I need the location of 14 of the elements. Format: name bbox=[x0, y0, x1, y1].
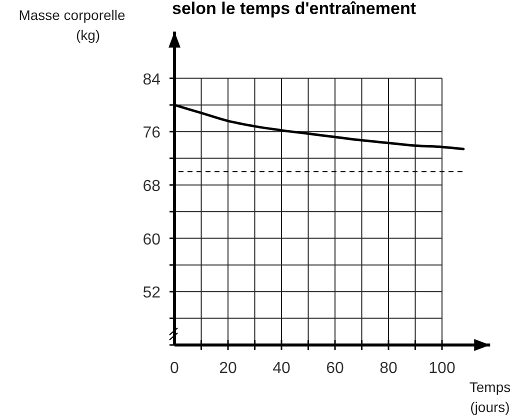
y-tick-label: 52 bbox=[142, 284, 161, 302]
y-tick-label: 68 bbox=[142, 178, 161, 195]
x-tick-label: 100 bbox=[428, 360, 456, 377]
y-tick-label: 76 bbox=[142, 124, 161, 142]
x-tick-label: 0 bbox=[170, 360, 180, 377]
y-tick-label: 84 bbox=[142, 71, 161, 88]
x-tick-label: 40 bbox=[272, 360, 290, 377]
x-tick-label: 80 bbox=[380, 360, 398, 377]
x-tick-label: 60 bbox=[326, 360, 344, 377]
x-tick-label: 20 bbox=[219, 360, 237, 377]
x-axis-title: Temps (jours) bbox=[469, 379, 511, 415]
chart-title: selon le temps d'entraînement bbox=[172, 0, 416, 18]
y-tick-label: 60 bbox=[142, 231, 161, 248]
y-axis-title: Masse corporelle (kg) bbox=[18, 7, 126, 43]
